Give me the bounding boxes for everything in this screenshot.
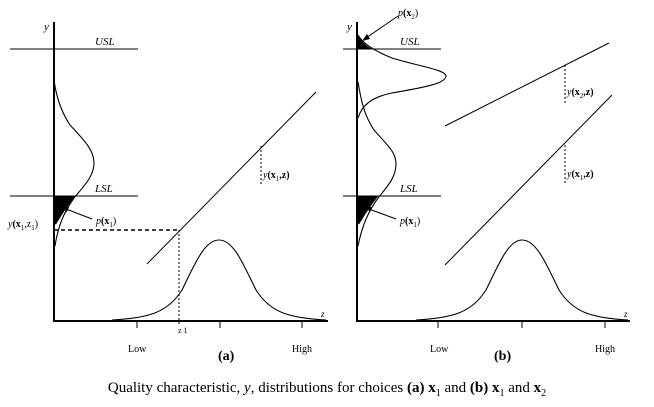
caption-b: (b)	[469, 380, 489, 396]
panel-a-response-label: y(x1,z)	[262, 170, 290, 183]
caption-and: and	[440, 380, 470, 396]
panel-b-p1-label: p(x1)	[399, 216, 420, 229]
caption-x1-sub: 1	[435, 388, 441, 399]
panel-b-x2-distribution	[357, 34, 447, 119]
panel-a-y-distribution	[53, 79, 95, 247]
panel-a-lsl-label: LSL	[94, 183, 113, 195]
panel-b-response-x2-label: y(x2,z)	[566, 87, 594, 100]
panel-b-x2-upper-tail	[357, 35, 373, 50]
panel-a-usl-label: USL	[95, 36, 115, 48]
panel-a-p-arrow	[65, 208, 93, 220]
panel-a-z1-label: z 1	[178, 326, 188, 335]
panel-a-y-axis-label: y	[43, 21, 49, 33]
caption-b-x2-sub: 2	[541, 388, 547, 399]
panel-a-z-distribution	[111, 239, 327, 321]
panel-b-p2-arrowhead	[362, 34, 370, 41]
caption-b-x1: x	[491, 380, 500, 396]
panel-b-y-axis-label: y	[346, 21, 352, 33]
panel-a-defect-tail	[54, 195, 76, 225]
panel-b-response-x1-label: y(x1,z)	[566, 169, 594, 182]
panel-b-z-distribution	[415, 239, 629, 321]
panel-b-response-x2-line	[444, 42, 610, 127]
panel-b-low-label: Low	[430, 344, 449, 355]
panel-b-p2-label: p(x2)	[397, 8, 418, 21]
panel-b-z-axis-label: z	[623, 309, 628, 319]
panel-b-x1-lower-tail	[357, 195, 379, 225]
panel-a-p-label: p(x1)	[95, 216, 116, 229]
caption-b-x2: x	[533, 380, 542, 396]
caption-prefix: Quality characteristic,	[107, 380, 245, 396]
panel-a: y USL LSL y(x1,z) y(x1,z1) p(x1)	[7, 21, 328, 364]
panel-a-low-label: Low	[128, 344, 147, 355]
caption-middle: , distributions for choices	[250, 380, 407, 396]
panel-b-p2-arrow	[365, 15, 399, 39]
panel-b-p1-arrow	[368, 208, 397, 220]
figure-caption: Quality characteristic, y, distributions…	[0, 380, 654, 399]
caption-b-x1-sub: 1	[499, 388, 505, 399]
panel-b-usl-label: USL	[400, 36, 420, 48]
caption-a: (a)	[406, 380, 425, 396]
panel-b-response-x1-line	[444, 94, 613, 266]
panel-a-high-label: High	[292, 344, 312, 355]
panel-b-x1-distribution	[357, 81, 397, 247]
panel-a-panel-label: (a)	[218, 349, 235, 364]
panel-b-high-label: High	[595, 344, 615, 355]
panel-b-lsl-label: LSL	[399, 183, 418, 195]
panel-b: y USL LSL p(x2) p(x1) y(x2,z) y	[343, 8, 630, 364]
caption-y: y	[244, 380, 251, 396]
panel-a-p-arrowhead	[62, 207, 69, 212]
panel-a-response-line	[146, 91, 317, 265]
caption-x1: x	[428, 380, 436, 396]
caption-and2: and	[504, 380, 534, 396]
panel-b-p1-arrowhead	[365, 207, 372, 212]
panel-b-panel-label: (b)	[494, 349, 511, 364]
panel-a-yx1z1-label: y(x1,z1)	[7, 219, 38, 232]
panel-a-z-axis-label: z	[320, 309, 325, 319]
